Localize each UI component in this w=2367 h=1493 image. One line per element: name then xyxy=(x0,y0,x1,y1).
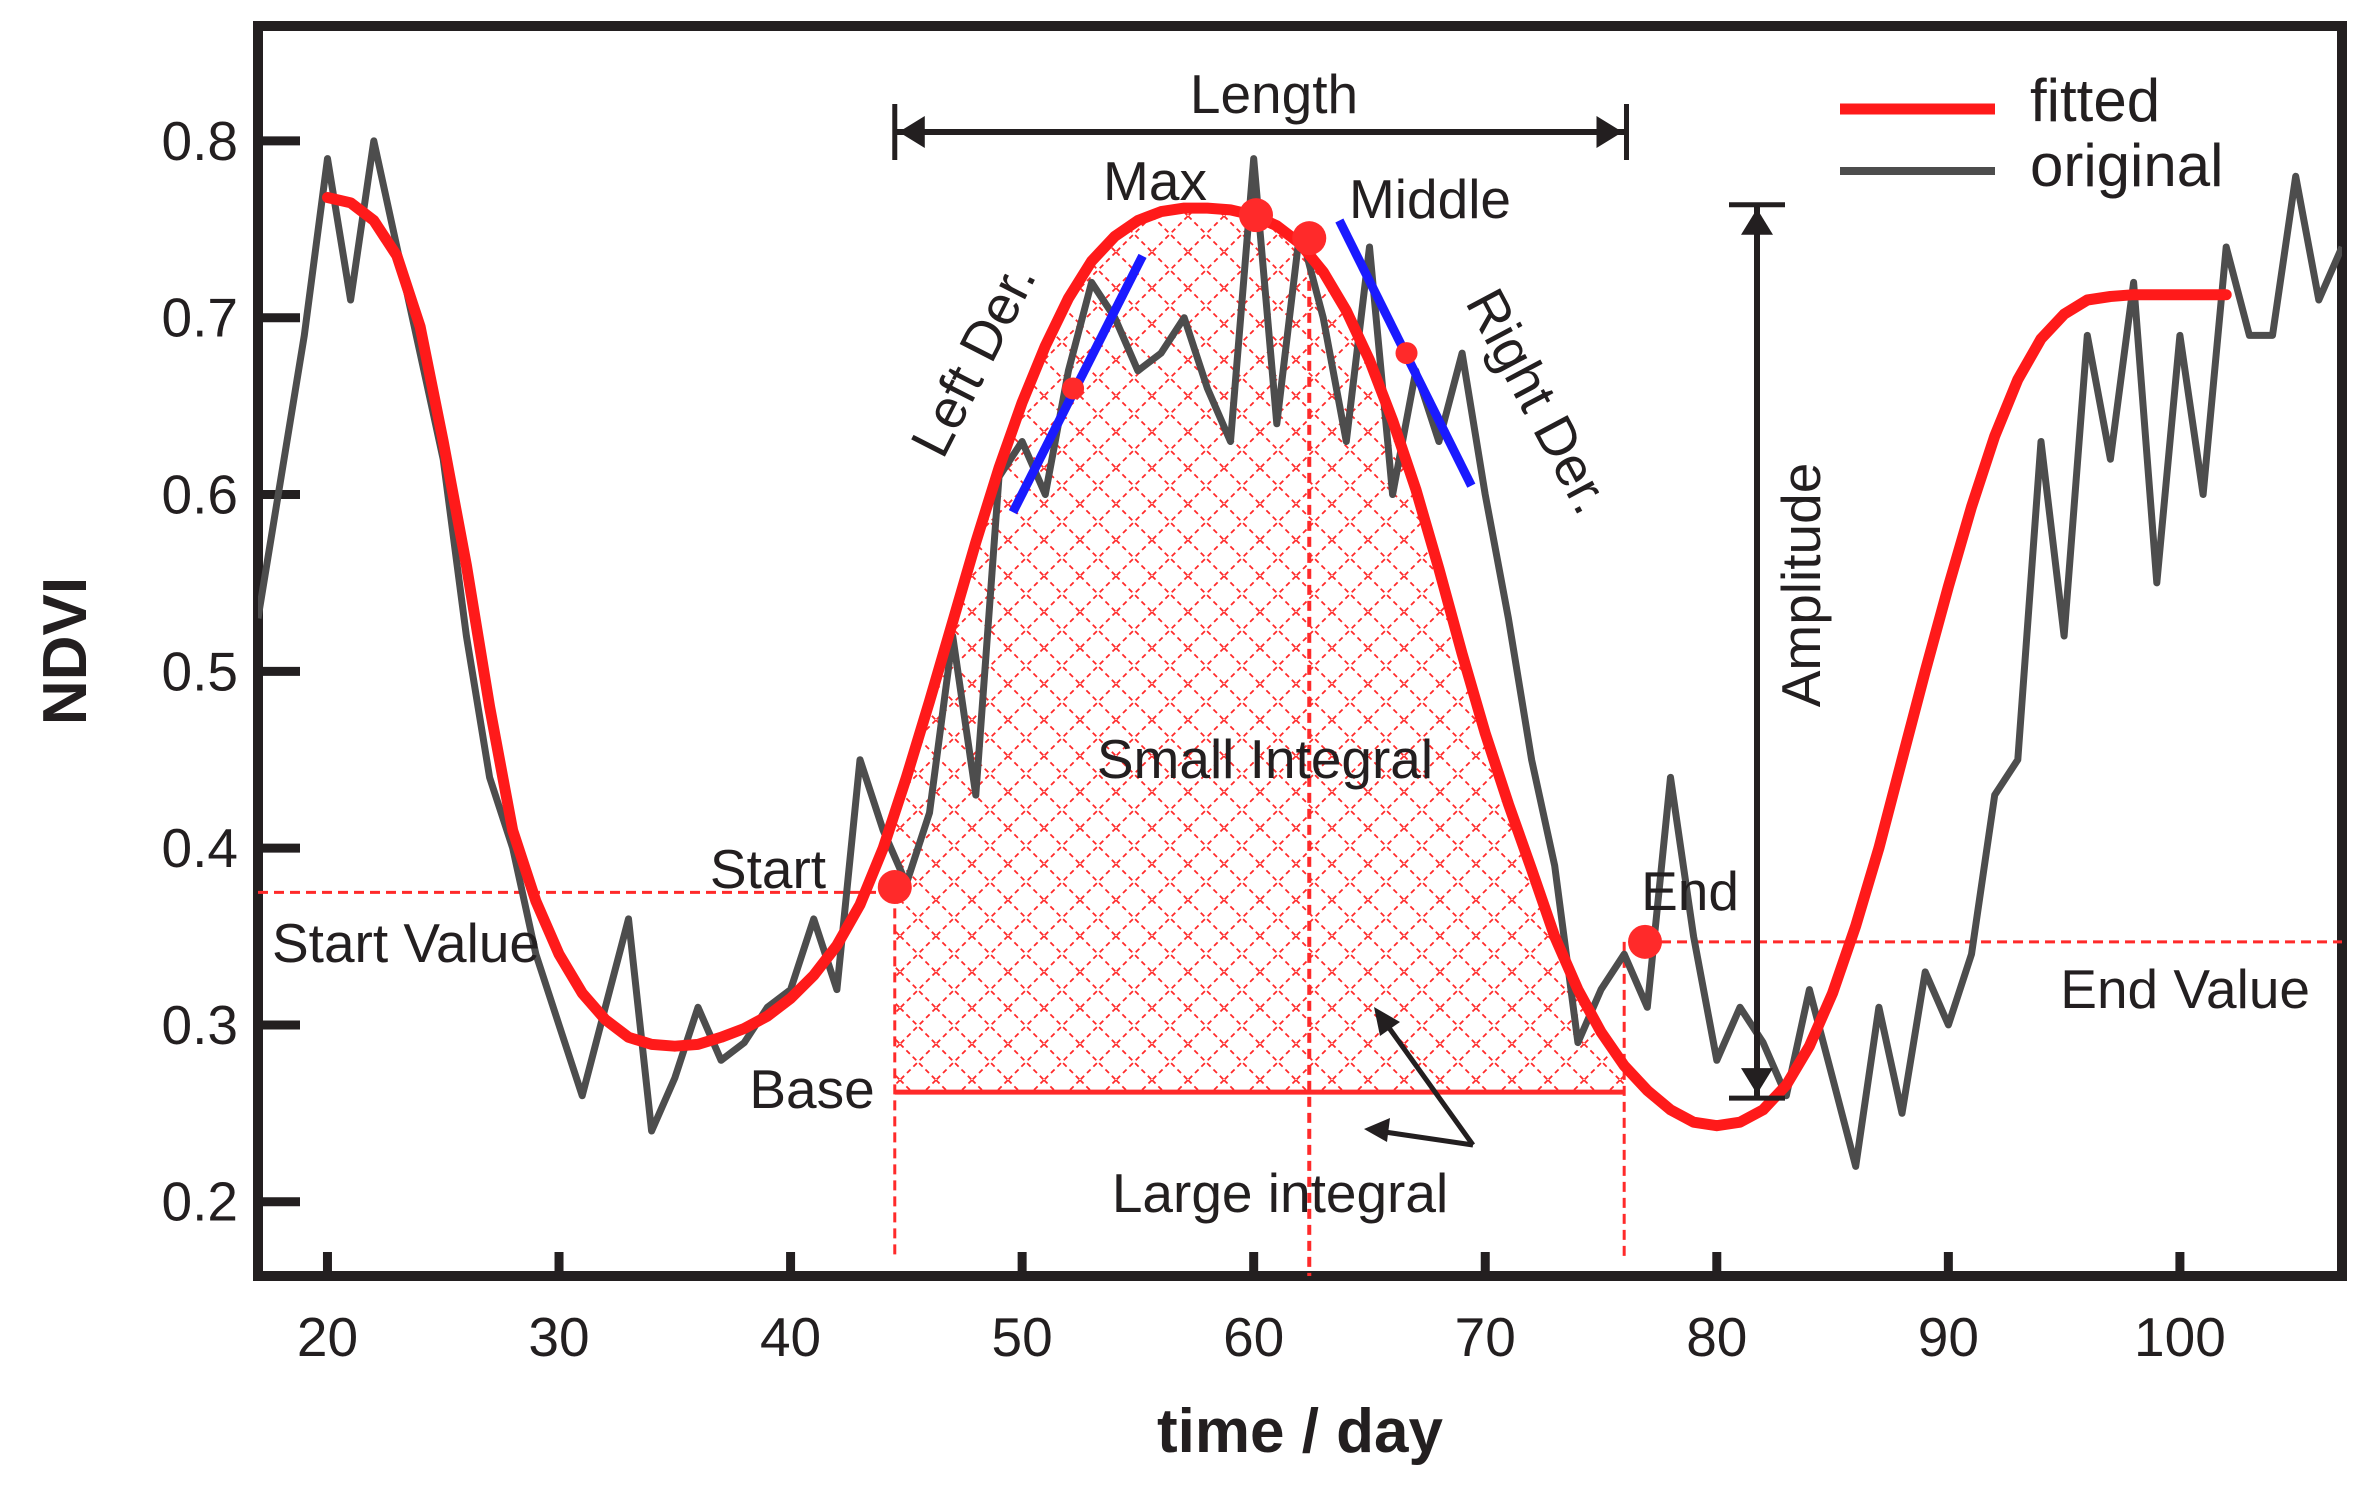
large-integral-label: Large integral xyxy=(1112,1162,1448,1224)
right-der-label: Right Der. xyxy=(1454,279,1624,524)
base-label: Base xyxy=(749,1058,874,1120)
x-tick-label: 90 xyxy=(1918,1306,1979,1368)
end-label: End xyxy=(1641,860,1739,922)
point-max xyxy=(1239,198,1274,233)
y-tick-label: 0.4 xyxy=(162,817,238,879)
plot-frame xyxy=(253,21,2347,1281)
legend: fitted original xyxy=(1840,67,2223,199)
length-arrowhead-left xyxy=(898,116,925,148)
y-axis-title: NDVI xyxy=(31,577,100,725)
x-tick-label: 20 xyxy=(297,1306,358,1368)
point-start xyxy=(877,870,912,905)
x-tick-label: 60 xyxy=(1223,1306,1284,1368)
point-right-der xyxy=(1395,342,1418,365)
y-tick-label: 0.5 xyxy=(162,640,238,702)
integral-area xyxy=(894,208,1625,1093)
length-arrowhead-right xyxy=(1596,116,1623,148)
x-tick-label: 70 xyxy=(1455,1306,1516,1368)
start-value-label: Start Value xyxy=(272,912,540,974)
point-end xyxy=(1628,924,1663,959)
x-axis-title: time / day xyxy=(1157,1397,1444,1466)
x-tick-label: 80 xyxy=(1686,1306,1747,1368)
start-label: Start xyxy=(710,838,826,900)
phenology-points xyxy=(877,198,1663,959)
series-line-original xyxy=(258,137,2342,1170)
integral-pointer-head-1 xyxy=(1374,1007,1400,1036)
integral-pointer-line-2 xyxy=(1377,1128,1474,1148)
annotation-arrows xyxy=(892,104,1785,1148)
x-tick-label: 30 xyxy=(528,1306,589,1368)
end-value-label: End Value xyxy=(2060,958,2310,1020)
max-label: Max xyxy=(1103,150,1207,212)
small-integral-label: Small Integral xyxy=(1097,728,1433,790)
amplitude-arrowhead-bottom xyxy=(1741,1068,1773,1095)
integral-pointer-head-2 xyxy=(1364,1118,1390,1142)
middle-label: Middle xyxy=(1349,168,1511,230)
y-tick-label: 0.6 xyxy=(162,464,238,526)
amplitude-label: Amplitude xyxy=(1770,463,1832,708)
point-left-der xyxy=(1062,377,1085,400)
length-label: Length xyxy=(1190,63,1358,125)
y-tick-label: 0.2 xyxy=(162,1171,238,1233)
y-tick-label: 0.7 xyxy=(162,287,238,349)
series-line-fitted xyxy=(322,192,2232,1132)
tick-labels: 20 30 40 50 60 70 80 90 100 0.2 0.3 0.4 0.5 0.6 0.7 0.8 xyxy=(162,110,2226,1368)
legend-label-fitted: fitted xyxy=(2030,67,2160,134)
x-tick-label: 100 xyxy=(2134,1306,2226,1368)
y-tick-label: 0.8 xyxy=(162,110,238,172)
amplitude-arrowhead-top xyxy=(1741,208,1773,235)
reference-lines xyxy=(258,232,2342,1276)
x-tick-label: 40 xyxy=(760,1306,821,1368)
y-tick-label: 0.3 xyxy=(162,994,238,1056)
point-middle xyxy=(1292,221,1327,256)
x-tick-label: 50 xyxy=(992,1306,1053,1368)
integral-pointer-line-1 xyxy=(1384,1023,1476,1147)
legend-label-original: original xyxy=(2030,132,2223,199)
axis-ticks xyxy=(258,136,2185,1276)
